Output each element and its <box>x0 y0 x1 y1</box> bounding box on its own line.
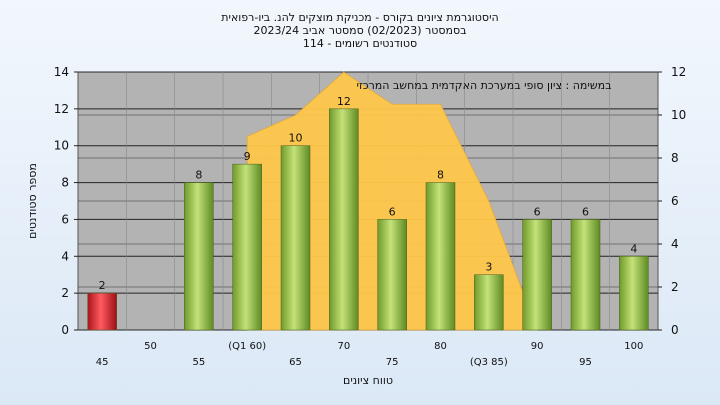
left-tick-label-0: 0 <box>61 323 69 337</box>
left-tick-label-8: 8 <box>61 176 69 190</box>
chart-title-line-2: בסמסטר (02/2023) סמסטר אביב 2023/24 <box>253 24 466 37</box>
bar-0 <box>87 292 117 331</box>
chart-title-line-3: סטודנטים רשומים - 114 <box>303 37 417 50</box>
bar-2 <box>184 182 214 331</box>
data-labels: 2 8 9 10 12 6 8 3 6 6 4 <box>99 95 638 292</box>
x-tick-label-3: (Q1 60) <box>228 341 266 352</box>
x-tick-label-0: 45 <box>96 357 109 368</box>
bar-series <box>87 108 649 331</box>
x-tick-label-7: 80 <box>434 341 447 352</box>
x-tick-label-11: 100 <box>624 341 643 352</box>
right-tick-label-10: 10 <box>671 108 686 122</box>
bar-9 <box>522 219 552 331</box>
bar-7 <box>425 182 456 331</box>
data-label-3: 9 <box>244 150 251 163</box>
area-polygon <box>246 71 538 331</box>
x-tick-label-1: 50 <box>144 341 157 352</box>
bar-6 <box>377 219 407 331</box>
left-tick-label-14: 14 <box>54 65 69 79</box>
x-tick-label-2: 55 <box>192 357 205 368</box>
left-tick-label-10: 10 <box>54 139 69 153</box>
bar-5 <box>329 108 359 331</box>
x-tick-label-4: 65 <box>289 357 302 368</box>
bar-3 <box>232 163 262 331</box>
data-label-10: 6 <box>582 205 589 218</box>
x-tick-label-5: 70 <box>337 341 350 352</box>
data-label-11: 4 <box>630 242 637 255</box>
data-label-2: 8 <box>195 169 202 182</box>
x-tick-label-9: 90 <box>531 341 544 352</box>
data-label-7: 8 <box>437 169 444 182</box>
left-tick-label-12: 12 <box>54 102 69 116</box>
data-label-0: 2 <box>99 279 106 292</box>
x-tick-label-10: 95 <box>579 357 592 368</box>
left-tick-label-6: 6 <box>61 212 69 226</box>
chart-annotation: במשימה : ציון סופי במערכת האקדמית במחשב … <box>357 79 612 92</box>
bar-8 <box>474 274 504 331</box>
bar-4 <box>280 145 311 331</box>
right-tick-label-12: 12 <box>671 65 686 79</box>
right-tick-label-4: 4 <box>671 237 679 251</box>
bar-11 <box>619 256 649 331</box>
x-axis-label: טווח ציונים <box>343 374 393 387</box>
right-tick-label-0: 0 <box>671 323 679 337</box>
right-tick-label-6: 6 <box>671 194 679 208</box>
chart-title-line-1: היסטוגרמת ציונים בקורס - מכניקת מוצקים ל… <box>221 11 498 24</box>
data-label-9: 6 <box>534 205 541 218</box>
data-label-6: 6 <box>389 205 396 218</box>
left-tick-label-2: 2 <box>61 286 69 300</box>
data-label-5: 12 <box>337 95 351 108</box>
data-label-4: 10 <box>289 132 303 145</box>
y-axis-label: מספר סטודנטים <box>26 163 39 239</box>
left-tick-label-4: 4 <box>61 249 69 263</box>
right-tick-label-8: 8 <box>671 151 679 165</box>
bar-10 <box>570 219 601 331</box>
x-tick-label-6: 75 <box>386 357 399 368</box>
data-label-8: 3 <box>485 261 492 274</box>
area-series <box>246 71 538 331</box>
right-tick-label-2: 2 <box>671 280 679 294</box>
axes: 0 2 4 6 8 10 12 14 0 2 4 6 8 10 12 45 50 55 (Q1 60) 65 70 75 8… <box>54 65 687 368</box>
x-tick-label-8: (Q3 85) <box>470 357 508 368</box>
